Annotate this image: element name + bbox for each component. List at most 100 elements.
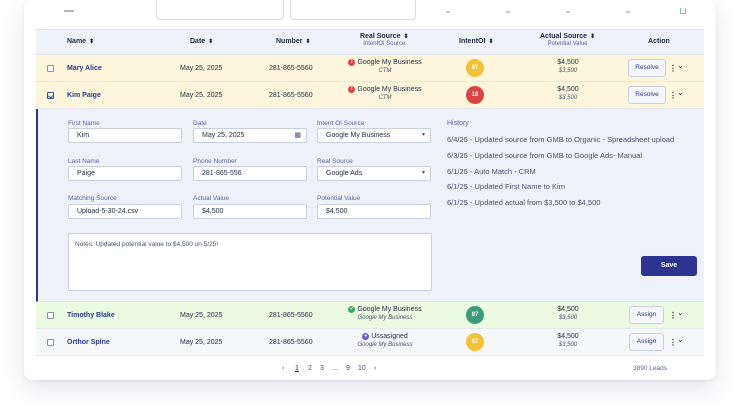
real-source-select[interactable]: Google Ads ▾ — [317, 166, 431, 181]
intent-source-select[interactable]: Google My Business ▾ — [317, 128, 431, 143]
real-source-label: Real Source — [317, 158, 353, 165]
save-button[interactable]: Save — [641, 256, 697, 276]
column-date[interactable]: Date ⬍ — [190, 38, 214, 45]
value-cell: $4,500 $3,500 — [548, 333, 588, 348]
column-actual-source[interactable]: Actual Source ⬍ Potential Value — [540, 33, 596, 47]
kebab-icon[interactable]: ⋮ — [669, 64, 677, 73]
filter-option[interactable] — [506, 11, 510, 13]
lead-number: 281-865-5560 — [269, 339, 313, 346]
row-checkbox[interactable] — [47, 92, 54, 99]
sort-icon[interactable]: ⬍ — [590, 34, 596, 40]
sort-icon[interactable]: ⬍ — [488, 39, 494, 45]
prev-page-icon[interactable]: ‹ — [282, 365, 285, 372]
table-row[interactable]: Timothy Blake May 25, 2025 281-865-5560 … — [36, 302, 704, 329]
lead-name[interactable]: Mary Alice — [67, 65, 102, 72]
page-link[interactable]: 9 — [346, 365, 350, 372]
filter-option[interactable] — [446, 11, 450, 13]
filter-option[interactable] — [566, 11, 570, 13]
resolve-button[interactable]: Resolve — [628, 86, 666, 104]
source-cell: ● Ussasigned Google My Business — [342, 333, 428, 348]
potential-value-field[interactable]: $4,500 — [317, 204, 431, 219]
table-row[interactable]: Orthor Spine May 25, 2025 281-865-5560 ●… — [36, 329, 704, 356]
sort-icon[interactable]: ⬍ — [208, 39, 214, 45]
potential-value-label: Potential Value — [317, 195, 361, 202]
filter-search-input[interactable] — [156, 0, 284, 20]
history-title: History — [447, 120, 469, 127]
row-checkbox[interactable] — [47, 65, 54, 72]
kebab-icon[interactable]: ⋮ — [669, 311, 677, 320]
resolve-button[interactable]: Resolve — [628, 59, 666, 77]
chevron-down-icon[interactable]: ⌄ — [677, 335, 684, 344]
first-name-field[interactable]: Kim — [68, 128, 182, 143]
check-icon: ✓ — [348, 306, 356, 313]
notes-textarea[interactable]: Notes: Updated potential value to $4,500… — [68, 233, 432, 291]
chevron-down-icon: ▾ — [421, 170, 425, 176]
lead-name[interactable]: Orthor Spine — [67, 339, 110, 346]
page-link[interactable]: 10 — [358, 365, 366, 372]
chevron-down-icon[interactable]: ⌄ — [677, 88, 684, 97]
value-cell: $4,500 $3,500 — [548, 59, 588, 74]
filter-date-input[interactable] — [290, 0, 416, 20]
source-label: Google My Business — [357, 306, 422, 313]
page-link[interactable]: 2 — [308, 365, 312, 372]
intent-score-badge: 87 — [466, 59, 484, 77]
lead-number: 281-865-5560 — [269, 312, 313, 319]
page-link[interactable]: 3 — [320, 365, 324, 372]
matching-source-field[interactable]: Upload-5-30-24.csv — [68, 204, 182, 219]
calendar-icon[interactable]: ▦ — [294, 132, 301, 139]
kebab-icon[interactable]: ⋮ — [669, 338, 677, 347]
lead-date: May 25, 2025 — [180, 92, 223, 99]
page-ellipsis: ... — [332, 365, 338, 372]
chevron-down-icon[interactable]: ⌄ — [677, 308, 684, 317]
column-real-source[interactable]: Real Source ⬍ IntentOI Source — [360, 33, 409, 47]
filter-option[interactable] — [626, 11, 630, 13]
source-sub: Google My Business — [357, 315, 413, 321]
lead-date: May 25, 2025 — [180, 339, 223, 346]
history-item: 6/1/25 - Updated First Name to Kim — [447, 182, 565, 191]
date-field[interactable]: May 25, 2025 ▦ — [193, 128, 307, 143]
user-icon: ● — [362, 333, 370, 340]
actual-value: $4,500 — [557, 59, 579, 66]
potential-value: $3,500 — [558, 315, 578, 321]
source-cell: ✓ Google My Business Google My Business — [342, 306, 428, 321]
value-cell: $4,500 $3,500 — [548, 86, 588, 101]
sort-icon[interactable]: ⬍ — [305, 39, 311, 45]
actual-value-field[interactable]: $4,500 — [193, 204, 307, 219]
column-real-source-sub: IntentOI Source — [363, 41, 406, 47]
lead-date: May 25, 2025 — [180, 312, 223, 319]
assign-button[interactable]: Assign — [629, 306, 664, 324]
page-link[interactable]: 1 — [295, 365, 299, 372]
row-checkbox[interactable] — [47, 339, 54, 346]
table-row[interactable]: Mary Alice May 25, 2025 281-865-5560 ! Go… — [36, 55, 704, 82]
total-leads-count: 3890 Leads — [633, 365, 667, 372]
column-name[interactable]: Name ⬍ — [67, 38, 95, 45]
row-checkbox[interactable] — [47, 312, 54, 319]
kebab-icon[interactable]: ⋮ — [669, 91, 677, 100]
first-name-label: First Name — [68, 120, 100, 127]
last-name-field[interactable]: Paige — [68, 166, 182, 181]
phone-field[interactable]: 281-865-556 — [193, 166, 307, 181]
source-sub: CTM — [378, 95, 392, 101]
sort-icon[interactable]: ⬍ — [89, 39, 95, 45]
actual-value: $4,500 — [557, 306, 579, 313]
assign-button[interactable]: Assign — [629, 333, 664, 351]
column-actual-source-sub: Potential Value — [547, 41, 588, 47]
chevron-down-icon: ▾ — [421, 132, 425, 138]
column-intent[interactable]: IntentOI ⬍ — [459, 38, 494, 45]
table-header: Name ⬍ Date ⬍ Number ⬍ Real Source ⬍ IntentOI… — [36, 29, 704, 55]
source-cell: ! Google My Business CTM — [342, 59, 428, 74]
column-number[interactable]: Number ⬍ — [276, 38, 311, 45]
lead-number: 281-865-5560 — [269, 65, 313, 72]
leads-table: Name ⬍ Date ⬍ Number ⬍ Real Source ⬍ IntentOI… — [36, 29, 704, 356]
source-label: Google My Business — [357, 86, 422, 93]
intent-score-badge: 87 — [466, 306, 484, 324]
date-label: Date — [193, 120, 207, 127]
table-row[interactable]: Kim Paige May 25, 2025 281-865-5560 ! Goo… — [36, 82, 704, 109]
history-item: 6/3/25 - Updated source from GMB to Goog… — [447, 151, 643, 160]
filter-icon[interactable] — [680, 8, 686, 14]
sort-icon[interactable]: ⬍ — [403, 34, 409, 40]
next-page-icon[interactable]: › — [374, 365, 377, 372]
lead-name[interactable]: Kim Paige — [67, 92, 101, 99]
chevron-down-icon[interactable]: ⌄ — [677, 61, 684, 70]
lead-name[interactable]: Timothy Blake — [67, 312, 115, 319]
